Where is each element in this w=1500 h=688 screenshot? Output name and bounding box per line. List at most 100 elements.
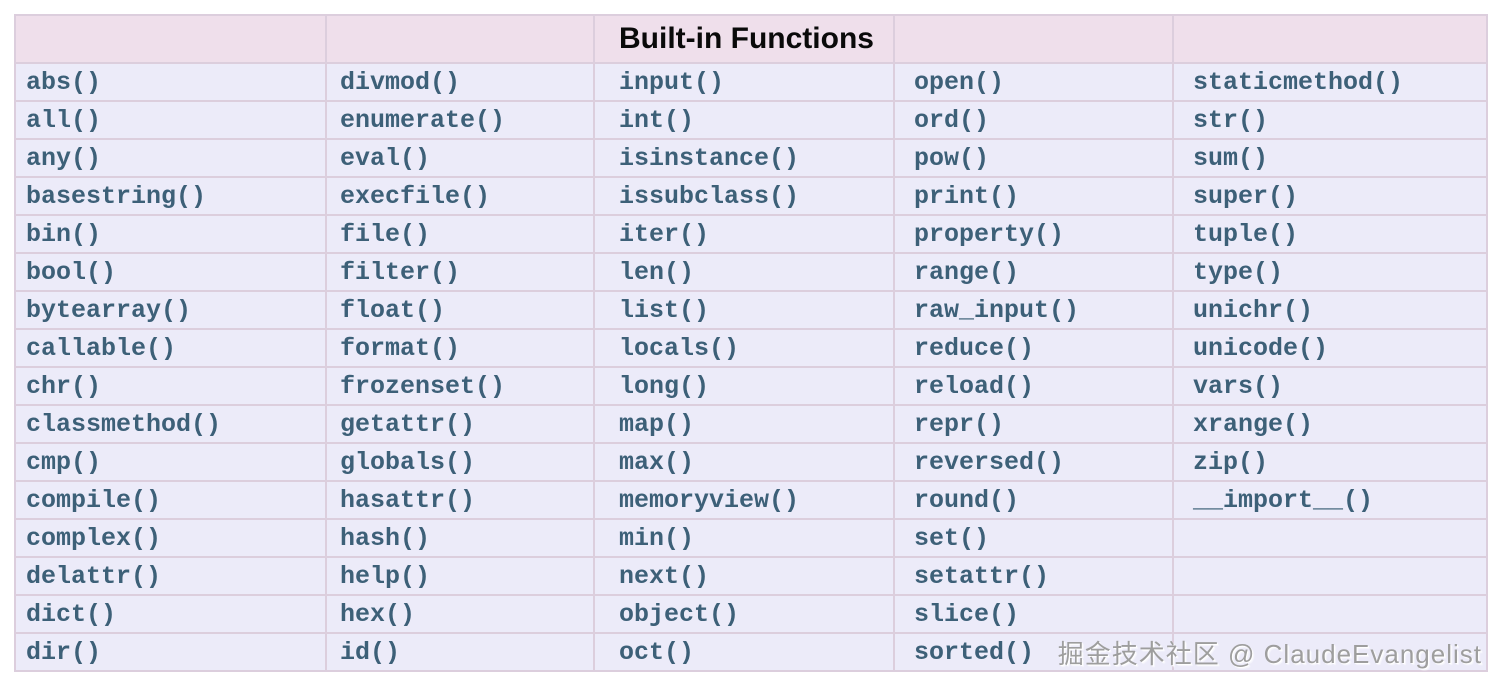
function-cell: xrange() bbox=[1172, 404, 1488, 444]
function-cell: open() bbox=[893, 62, 1174, 102]
function-cell: type() bbox=[1172, 252, 1488, 292]
table-row: bin() file() iter() property() tuple() bbox=[14, 214, 1488, 254]
function-cell: basestring() bbox=[14, 176, 327, 216]
function-cell: iter() bbox=[593, 214, 895, 254]
function-cell: execfile() bbox=[325, 176, 595, 216]
table-row: cmp() globals() max() reversed() zip() bbox=[14, 442, 1488, 482]
table-title: Built-in Functions bbox=[593, 14, 895, 64]
function-cell: unichr() bbox=[1172, 290, 1488, 330]
function-cell: id() bbox=[325, 632, 595, 672]
function-cell: hasattr() bbox=[325, 480, 595, 520]
function-cell: frozenset() bbox=[325, 366, 595, 406]
function-cell: file() bbox=[325, 214, 595, 254]
function-cell: vars() bbox=[1172, 366, 1488, 406]
function-cell: reduce() bbox=[893, 328, 1174, 368]
function-cell: object() bbox=[593, 594, 895, 634]
function-cell: eval() bbox=[325, 138, 595, 178]
function-cell: ord() bbox=[893, 100, 1174, 140]
function-cell bbox=[1172, 518, 1488, 558]
function-cell: dir() bbox=[14, 632, 327, 672]
function-cell: round() bbox=[893, 480, 1174, 520]
table-row: complex() hash() min() set() bbox=[14, 518, 1488, 558]
table-row: bytearray() float() list() raw_input() unich… bbox=[14, 290, 1488, 330]
function-cell: sorted() bbox=[893, 632, 1174, 672]
function-cell: isinstance() bbox=[593, 138, 895, 178]
function-cell: memoryview() bbox=[593, 480, 895, 520]
function-cell: hex() bbox=[325, 594, 595, 634]
function-cell: len() bbox=[593, 252, 895, 292]
function-cell: staticmethod() bbox=[1172, 62, 1488, 102]
function-cell: reversed() bbox=[893, 442, 1174, 482]
function-cell: int() bbox=[593, 100, 895, 140]
function-cell: any() bbox=[14, 138, 327, 178]
function-cell: zip() bbox=[1172, 442, 1488, 482]
function-cell: complex() bbox=[14, 518, 327, 558]
function-cell: slice() bbox=[893, 594, 1174, 634]
function-cell: compile() bbox=[14, 480, 327, 520]
table-row: all() enumerate() int() ord() str() bbox=[14, 100, 1488, 140]
function-cell: long() bbox=[593, 366, 895, 406]
function-cell: input() bbox=[593, 62, 895, 102]
function-cell: issubclass() bbox=[593, 176, 895, 216]
function-cell: min() bbox=[593, 518, 895, 558]
function-cell: __import__() bbox=[1172, 480, 1488, 520]
header-cell-empty bbox=[325, 14, 595, 64]
function-cell: dict() bbox=[14, 594, 327, 634]
function-cell bbox=[1172, 594, 1488, 634]
function-cell: list() bbox=[593, 290, 895, 330]
function-cell: hash() bbox=[325, 518, 595, 558]
function-cell: tuple() bbox=[1172, 214, 1488, 254]
table-row: bool() filter() len() range() type() bbox=[14, 252, 1488, 292]
function-cell: print() bbox=[893, 176, 1174, 216]
function-cell: repr() bbox=[893, 404, 1174, 444]
function-cell: getattr() bbox=[325, 404, 595, 444]
function-cell: float() bbox=[325, 290, 595, 330]
function-cell: map() bbox=[593, 404, 895, 444]
table-row: dir() id() oct() sorted() bbox=[14, 632, 1488, 672]
table-row: dict() hex() object() slice() bbox=[14, 594, 1488, 634]
table-row: abs() divmod() input() open() staticmethod() bbox=[14, 62, 1488, 102]
function-cell: cmp() bbox=[14, 442, 327, 482]
function-cell: set() bbox=[893, 518, 1174, 558]
table-row: any() eval() isinstance() pow() sum() bbox=[14, 138, 1488, 178]
function-cell bbox=[1172, 556, 1488, 596]
function-cell: chr() bbox=[14, 366, 327, 406]
function-cell: filter() bbox=[325, 252, 595, 292]
function-cell: globals() bbox=[325, 442, 595, 482]
function-cell: bytearray() bbox=[14, 290, 327, 330]
table-row: basestring() execfile() issubclass() print(… bbox=[14, 176, 1488, 216]
function-cell: format() bbox=[325, 328, 595, 368]
function-cell: delattr() bbox=[14, 556, 327, 596]
function-cell: bin() bbox=[14, 214, 327, 254]
function-cell: abs() bbox=[14, 62, 327, 102]
builtin-functions-sheet: Built-in Functions abs() divmod() input() o… bbox=[14, 14, 1488, 672]
function-cell: pow() bbox=[893, 138, 1174, 178]
header-row: Built-in Functions bbox=[14, 14, 1488, 64]
table-row: compile() hasattr() memoryview() round() __i… bbox=[14, 480, 1488, 520]
function-cell: bool() bbox=[14, 252, 327, 292]
function-cell: range() bbox=[893, 252, 1174, 292]
function-cell: locals() bbox=[593, 328, 895, 368]
function-cell: all() bbox=[14, 100, 327, 140]
header-cell-empty bbox=[1172, 14, 1488, 64]
function-cell: callable() bbox=[14, 328, 327, 368]
table-row: classmethod() getattr() map() repr() xrange(… bbox=[14, 404, 1488, 444]
function-cell bbox=[1172, 632, 1488, 672]
table-row: chr() frozenset() long() reload() vars() bbox=[14, 366, 1488, 406]
function-cell: enumerate() bbox=[325, 100, 595, 140]
function-cell: setattr() bbox=[893, 556, 1174, 596]
table-row: delattr() help() next() setattr() bbox=[14, 556, 1488, 596]
function-cell: str() bbox=[1172, 100, 1488, 140]
function-cell: classmethod() bbox=[14, 404, 327, 444]
function-cell: super() bbox=[1172, 176, 1488, 216]
builtin-functions-table: Built-in Functions abs() divmod() input() o… bbox=[14, 14, 1488, 672]
table-row: callable() format() locals() reduce() unicod… bbox=[14, 328, 1488, 368]
function-cell: property() bbox=[893, 214, 1174, 254]
function-cell: raw_input() bbox=[893, 290, 1174, 330]
function-cell: max() bbox=[593, 442, 895, 482]
function-cell: sum() bbox=[1172, 138, 1488, 178]
function-cell: divmod() bbox=[325, 62, 595, 102]
header-cell-empty bbox=[14, 14, 327, 64]
function-cell: next() bbox=[593, 556, 895, 596]
function-cell: unicode() bbox=[1172, 328, 1488, 368]
